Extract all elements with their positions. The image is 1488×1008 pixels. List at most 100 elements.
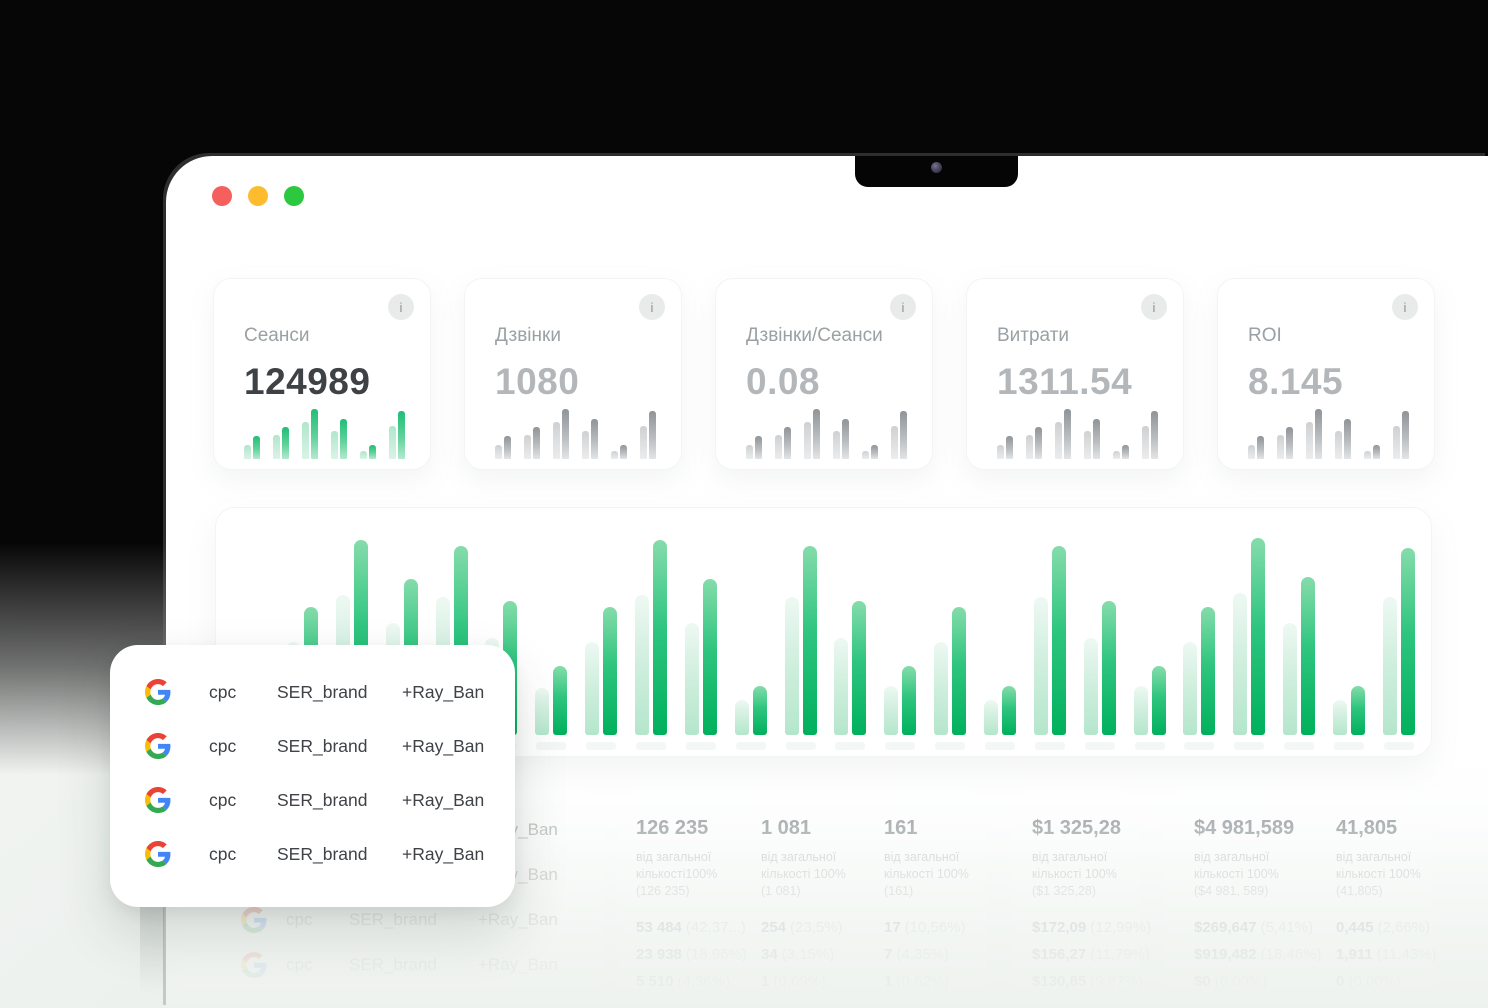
keyword-row[interactable]: cpc SER_brand +Ray_Ban bbox=[110, 773, 515, 827]
summary-row-percent: (4,36%) bbox=[677, 973, 731, 990]
spark-bar-group bbox=[1084, 419, 1100, 459]
bar-reflection bbox=[636, 742, 667, 750]
summary-sublabel-line: ($4 981, 589) bbox=[1194, 884, 1269, 898]
bar-reflection bbox=[985, 742, 1016, 750]
spark-bar-group bbox=[1277, 427, 1293, 459]
chart-bar-dark bbox=[952, 607, 967, 735]
bar-group bbox=[1033, 546, 1066, 750]
info-icon[interactable]: i bbox=[890, 294, 916, 320]
bar-group bbox=[1183, 607, 1216, 750]
spark-bar-light bbox=[804, 422, 811, 459]
spark-bar-dark bbox=[1373, 445, 1380, 459]
chart-bar-dark bbox=[1400, 548, 1415, 735]
summary-sublabel-line: від загальної bbox=[1336, 850, 1412, 864]
summary-sublabel-line: кількості100% bbox=[636, 867, 718, 881]
window-controls bbox=[212, 186, 304, 206]
summary-sublabel-line: (161) bbox=[884, 884, 914, 898]
summary-row: $269,647 (5,41%) bbox=[1194, 914, 1336, 941]
google-icon bbox=[145, 841, 209, 867]
google-icon bbox=[145, 733, 209, 759]
channel-cell: cpc bbox=[209, 843, 237, 864]
channel-cell: cpc bbox=[209, 789, 237, 810]
spark-bar-light bbox=[891, 426, 898, 459]
bar-group bbox=[1382, 548, 1415, 750]
summary-row-value: 53 484 bbox=[636, 919, 682, 936]
summary-row-percent: (0,00%) bbox=[1214, 973, 1268, 990]
spark-bar-dark bbox=[871, 445, 878, 459]
spark-bar-light bbox=[1142, 426, 1149, 459]
spark-bar-group bbox=[331, 419, 347, 459]
spark-bar-group bbox=[775, 427, 791, 459]
info-icon[interactable]: i bbox=[388, 294, 414, 320]
traffic-light-zoom-button[interactable] bbox=[284, 186, 304, 206]
campaign-cell: SER_brand bbox=[277, 843, 368, 864]
summary-sublabel: від загальної кількості 100% (41,805) bbox=[1336, 849, 1436, 900]
bar-group bbox=[984, 686, 1017, 750]
spark-bar-light bbox=[833, 431, 840, 459]
spark-bar-dark bbox=[649, 411, 656, 459]
spark-bar-light bbox=[495, 445, 502, 459]
summary-total: 161 bbox=[884, 817, 918, 839]
stat-card-5: i ROI 8.145 bbox=[1217, 278, 1435, 470]
chart-bar-dark bbox=[1051, 546, 1066, 735]
keyword-row[interactable]: cpc SER_brand +Ray_Ban bbox=[110, 827, 515, 881]
bar-reflection bbox=[935, 742, 966, 750]
summary-column: 126 235 від загальної кількості100% (126 23… bbox=[636, 817, 761, 1008]
summary-sublabel-line: від загальної bbox=[761, 850, 837, 864]
summary-row-percent: (5,41%) bbox=[1260, 919, 1314, 936]
chart-bar-light bbox=[1133, 686, 1148, 735]
bar-group bbox=[1133, 666, 1166, 750]
chart-bar-light bbox=[535, 688, 550, 735]
chart-bar-dark bbox=[902, 666, 917, 735]
info-icon[interactable]: i bbox=[639, 294, 665, 320]
summary-row-percent: (3,15%) bbox=[781, 946, 835, 963]
notch bbox=[855, 156, 1018, 187]
channel-cell: cpc bbox=[209, 735, 237, 756]
chart-bar-light bbox=[784, 597, 799, 735]
summary-row-percent: (12,99%) bbox=[1090, 919, 1152, 936]
spark-bar-group bbox=[833, 419, 849, 459]
spark-bar-light bbox=[331, 431, 338, 459]
chart-bar-dark bbox=[1002, 686, 1017, 735]
spark-bar-dark bbox=[398, 411, 405, 459]
stat-card-label: Сеанси bbox=[244, 325, 310, 346]
spark-bar-light bbox=[775, 435, 782, 459]
summary-row-percent: (0,00%) bbox=[1348, 973, 1401, 990]
spark-bar-group bbox=[1026, 427, 1042, 459]
stat-card-2: i Дзвінки 1080 bbox=[464, 278, 682, 470]
stat-card-value: 0.08 bbox=[746, 361, 821, 402]
summary-row-value: 7 bbox=[884, 946, 893, 963]
spark-bar-dark bbox=[1257, 436, 1264, 459]
spark-bar-dark bbox=[900, 411, 907, 459]
spark-bar-group bbox=[553, 409, 569, 459]
chart-bar-dark bbox=[1201, 607, 1216, 735]
chart-bar-dark bbox=[1101, 601, 1116, 735]
keyword-cell: +Ray_Ban bbox=[402, 735, 485, 756]
traffic-light-minimize-button[interactable] bbox=[248, 186, 268, 206]
spark-bar-dark bbox=[620, 445, 627, 459]
spark-bar-dark bbox=[813, 409, 820, 459]
keyword-row[interactable]: cpc SER_brand +Ray_Ban bbox=[110, 719, 515, 773]
summary-column: 1 081 від загальної кількості 100% (1 081) 2… bbox=[761, 817, 884, 1008]
summary-sublabel-line: (1 081) bbox=[761, 884, 801, 898]
chart-bar-light bbox=[934, 642, 949, 735]
info-icon[interactable]: i bbox=[1392, 294, 1418, 320]
spark-bar-dark bbox=[842, 419, 849, 459]
channel-cell: cpc bbox=[286, 909, 313, 929]
bar-group bbox=[784, 546, 817, 750]
summary-sublabel-line: від загальної bbox=[1194, 850, 1270, 864]
spark-bar-dark bbox=[533, 427, 540, 459]
info-icon[interactable]: i bbox=[1141, 294, 1167, 320]
spark-bar-light bbox=[611, 451, 618, 459]
spark-bar-light bbox=[1084, 431, 1091, 459]
keyword-row[interactable]: cpc SER_brand +Ray_Ban bbox=[110, 665, 515, 719]
spark-bar-dark bbox=[755, 436, 762, 459]
summary-row-value: 1,911 bbox=[1336, 946, 1373, 963]
summary-column: 161 від загальної кількості 100% (161) 17 (10… bbox=[884, 817, 989, 1008]
summary-column: $1 325,28 від загальної кількості 100% ($1 … bbox=[1032, 817, 1151, 1008]
bar-reflection bbox=[536, 742, 567, 750]
chart-bar-light bbox=[984, 700, 999, 735]
spark-bar-dark bbox=[1315, 409, 1322, 459]
summary-row-value: $919,482 bbox=[1194, 946, 1257, 963]
traffic-light-close-button[interactable] bbox=[212, 186, 232, 206]
